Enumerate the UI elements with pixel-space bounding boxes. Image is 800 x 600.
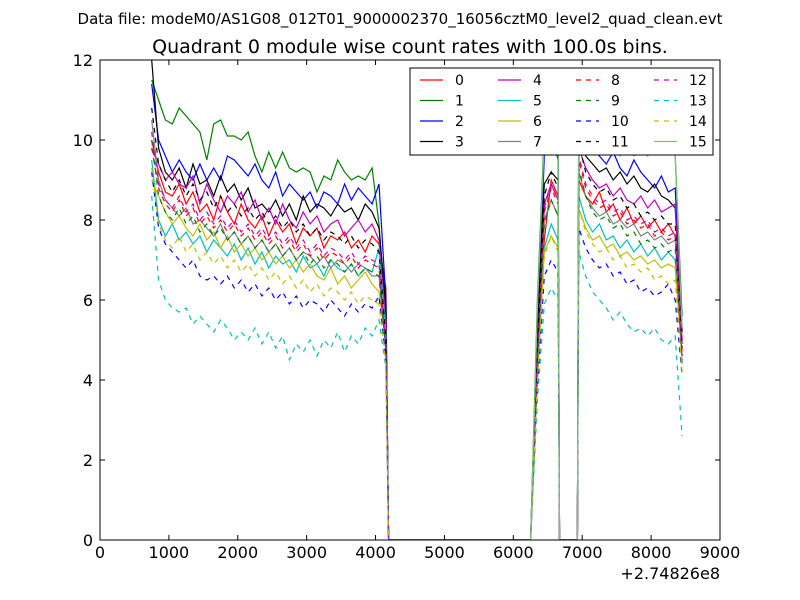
legend-label-11: 11 (611, 135, 629, 151)
legend-label-2: 2 (455, 114, 464, 130)
x-tick-label: 6000 (493, 543, 534, 562)
y-tick-label: 0 (83, 531, 93, 550)
x-tick-label: 8000 (631, 543, 672, 562)
series-line-6 (151, 179, 683, 540)
legend-box (409, 67, 714, 156)
legend-label-4: 4 (533, 73, 542, 89)
legend-label-9: 9 (611, 94, 620, 110)
series-line-12 (151, 131, 683, 540)
series-line-14 (151, 167, 683, 540)
y-tick-label: 4 (83, 371, 93, 390)
series-line-13 (151, 195, 683, 540)
series-line-0 (151, 139, 683, 540)
legend-label-0: 0 (455, 73, 464, 89)
x-tick-label: 3000 (286, 543, 327, 562)
legend-label-12: 12 (689, 73, 707, 89)
legend-label-6: 6 (533, 114, 542, 130)
series-line-3 (151, 60, 683, 540)
x-offset-label: +2.74826e8 (620, 564, 720, 583)
x-tick-label: 4000 (355, 543, 396, 562)
legend-label-8: 8 (611, 73, 620, 89)
series-line-8 (151, 147, 683, 540)
series-line-11 (151, 107, 683, 540)
legend-label-7: 7 (533, 135, 542, 151)
data-file-suptitle: Data file: modeM0/AS1G08_012T01_90000023… (78, 10, 723, 29)
legend-label-13: 13 (689, 94, 707, 110)
legend-label-1: 1 (455, 94, 464, 110)
legend-label-15: 15 (689, 135, 707, 151)
series-line-9 (151, 139, 683, 540)
series-line-4 (151, 147, 683, 540)
series-layer (151, 60, 683, 540)
y-tick-label: 12 (73, 51, 93, 70)
x-tick-label: 5000 (424, 543, 465, 562)
series-line-7 (151, 119, 683, 540)
legend-label-10: 10 (611, 114, 629, 130)
legend-label-3: 3 (455, 135, 464, 151)
y-tick-label: 10 (73, 131, 93, 150)
x-tick-label: 7000 (562, 543, 603, 562)
y-tick-label: 2 (83, 451, 93, 470)
legend-label-5: 5 (533, 94, 542, 110)
legend-label-14: 14 (689, 114, 707, 130)
axis-layer: 0 1000 2000 3000 4000 5000 6000 7000 8000 9000 0 2 4… (73, 51, 741, 562)
x-tick-label: 9000 (700, 543, 741, 562)
x-tick-label: 1000 (149, 543, 190, 562)
y-tick-label: 8 (83, 211, 93, 230)
chart-title: Quadrant 0 module wise count rates with … (152, 36, 668, 58)
x-tick-label: 0 (95, 543, 105, 562)
y-tick-label: 6 (83, 291, 93, 310)
plot-frame (99, 59, 721, 541)
x-tick-label: 2000 (217, 543, 258, 562)
